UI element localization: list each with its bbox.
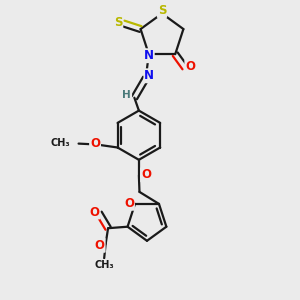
Text: H: H	[122, 90, 131, 100]
Text: S: S	[158, 4, 166, 17]
Text: CH₃: CH₃	[95, 260, 115, 270]
Text: O: O	[95, 239, 105, 252]
Text: N: N	[144, 49, 154, 62]
Text: O: O	[90, 137, 100, 150]
Text: S: S	[114, 16, 122, 29]
Text: O: O	[141, 168, 151, 181]
Text: O: O	[124, 197, 134, 210]
Text: N: N	[144, 69, 154, 82]
Text: CH₃: CH₃	[50, 138, 70, 148]
Text: O: O	[89, 206, 99, 218]
Text: O: O	[185, 60, 195, 73]
